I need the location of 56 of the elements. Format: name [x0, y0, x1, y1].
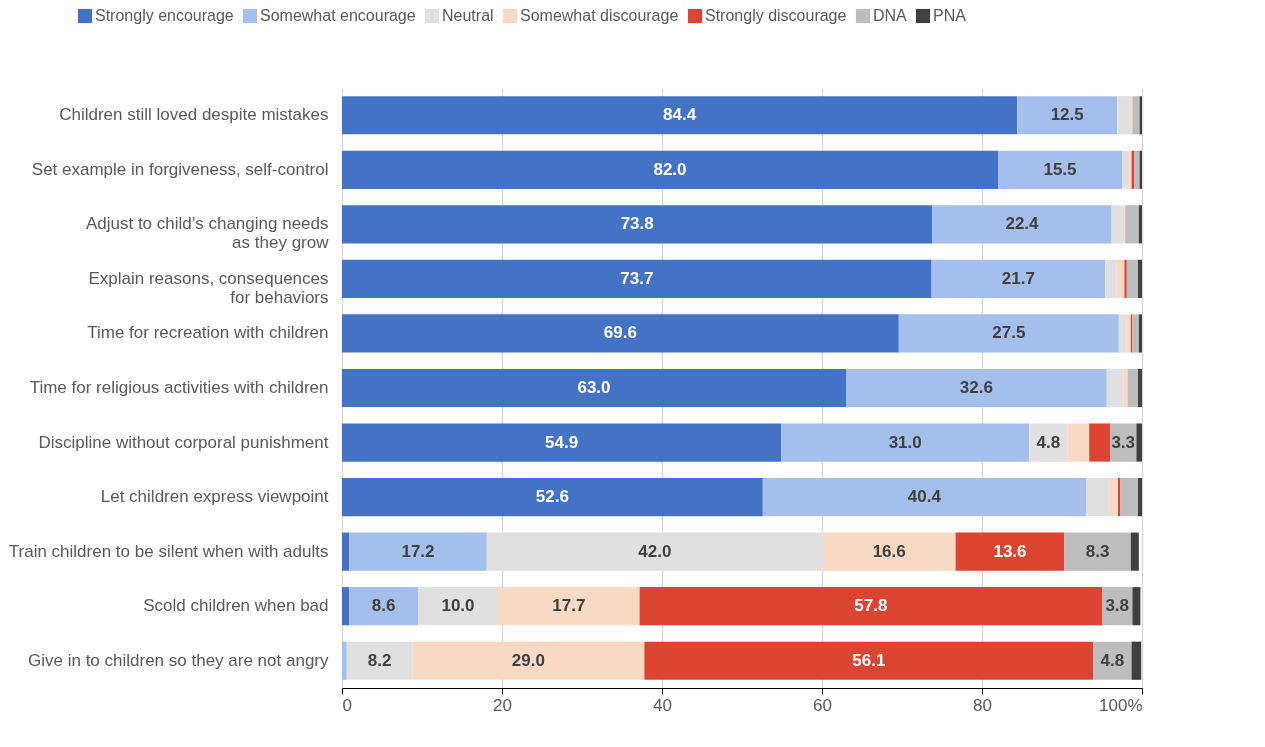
- data-label: 63.0: [577, 378, 611, 397]
- data-label: 8.6: [371, 596, 396, 616]
- data-label: 8.3: [1085, 541, 1110, 561]
- y-tick-label: Children still loved despite mistakes: [59, 105, 329, 125]
- legend-label: Strongly discourage: [705, 7, 847, 24]
- y-tick-label: Train children to be silent when with adults: [8, 541, 329, 561]
- x-tick-label: 0: [342, 695, 352, 715]
- data-label: 15.5: [1043, 159, 1077, 179]
- x-tick-label: 80: [973, 695, 992, 715]
- data-label: 69.6: [603, 323, 637, 343]
- y-tick-label: Explain reasons, consequences for behaviors: [88, 268, 329, 307]
- data-label: 27.5: [992, 323, 1026, 343]
- data-label: 54.9: [545, 432, 579, 452]
- data-label: 4.8: [1036, 432, 1061, 452]
- legend-label: Somewhat encourage: [260, 7, 416, 24]
- data-label: 56.1: [852, 650, 886, 670]
- data-label: 29.0: [511, 650, 545, 670]
- x-tick-label: 60: [813, 695, 832, 715]
- legend-label: DNA: [873, 7, 908, 24]
- data-label: 10.0: [441, 596, 475, 616]
- data-label: 52.6: [535, 487, 569, 507]
- data-label: 17.7: [552, 596, 586, 616]
- y-tick-label: Scold children when bad: [143, 596, 329, 616]
- data-label: 16.6: [872, 541, 906, 561]
- x-tick-label: 40: [653, 695, 672, 715]
- data-label: 17.2: [401, 541, 435, 561]
- data-label: 12.5: [1050, 105, 1084, 125]
- data-label: 40.4: [907, 487, 942, 507]
- y-tick-label: Time for religious activities with children: [29, 378, 329, 397]
- data-label: 31.0: [888, 432, 922, 452]
- data-label: 84.4: [663, 105, 697, 125]
- y-tick-label: Set example in forgiveness, self-control: [31, 159, 329, 179]
- legend-label: Somewhat discourage: [520, 7, 679, 24]
- x-tick-label: 20: [493, 695, 512, 715]
- data-label: 3.8: [1105, 596, 1130, 616]
- y-tick-label: Let children express viewpoint: [100, 487, 329, 507]
- data-label: 13.6: [993, 541, 1027, 561]
- legend-label: Neutral: [442, 7, 494, 24]
- legend-label: PNA: [933, 7, 967, 24]
- data-label: 3.3: [1111, 432, 1136, 452]
- legend-label: Strongly encourage: [95, 7, 234, 24]
- data-label: 42.0: [638, 541, 672, 561]
- data-label: 32.6: [959, 378, 993, 397]
- data-label: 8.2: [367, 650, 392, 670]
- y-tick-label: Give in to children so they are not angry: [28, 650, 329, 670]
- y-tick-label: Time for recreation with children: [87, 323, 329, 343]
- data-label: 82.0: [653, 159, 687, 179]
- data-label: 22.4: [1005, 214, 1040, 234]
- y-tick-label: Adjust to child’s changing needs as they grow: [85, 214, 330, 253]
- data-label: 4.8: [1100, 650, 1125, 670]
- x-tick-label: 100%: [1099, 695, 1143, 715]
- data-label: 73.7: [620, 268, 654, 288]
- y-tick-label: Discipline without corporal punishment: [38, 432, 329, 452]
- data-label: 21.7: [1001, 268, 1035, 288]
- data-label: 57.8: [854, 596, 888, 616]
- data-label: 73.8: [620, 214, 654, 234]
